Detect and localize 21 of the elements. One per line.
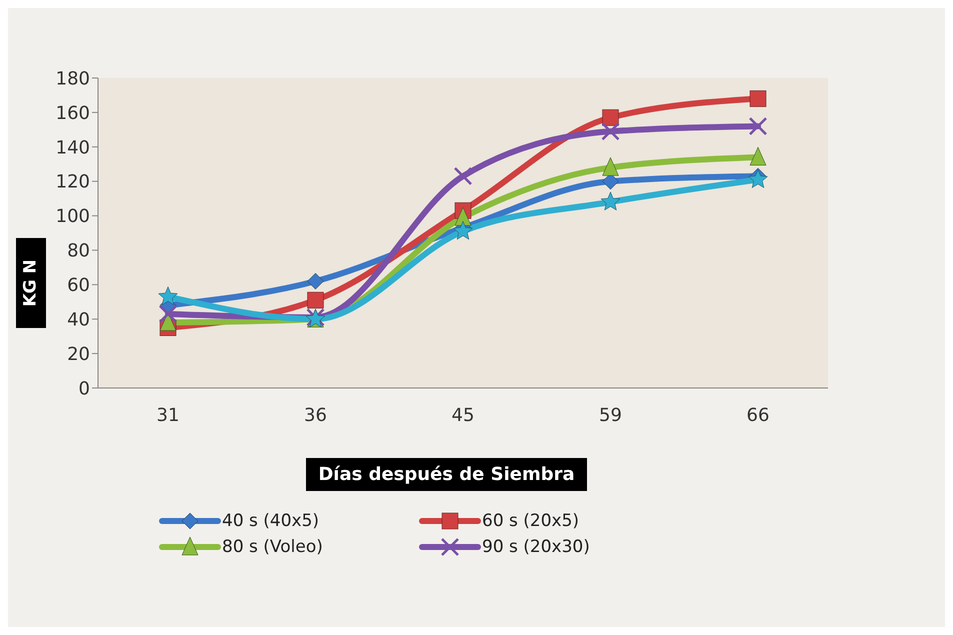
x-tick-label: 31 <box>156 404 180 426</box>
y-tick-label: 80 <box>67 240 90 262</box>
y-tick-label: 120 <box>56 172 90 193</box>
x-tick-label: 36 <box>304 404 327 426</box>
y-tick-label: 140 <box>56 137 90 158</box>
legend-label: 40 s (40x5) <box>222 511 320 531</box>
legend-label: 90 s (20x30) <box>482 537 590 557</box>
y-tick-label: 40 <box>67 310 90 330</box>
y-tick-label: 160 <box>56 102 90 124</box>
y-axis-title: KG N <box>21 259 41 307</box>
x-tick-label: 66 <box>746 404 770 426</box>
y-tick-label: 60 <box>67 275 90 296</box>
legend-label: 80 s (Voleo) <box>222 537 323 557</box>
y-tick-label: 100 <box>56 206 90 228</box>
x-axis-title: Días después de Siembra <box>306 458 587 491</box>
y-tick-label: 180 <box>56 68 90 90</box>
x-tick-label: 59 <box>599 404 622 426</box>
y-tick-label: 0 <box>78 378 90 400</box>
x-tick-label: 45 <box>452 404 474 426</box>
y-tick-label: 20 <box>67 344 90 365</box>
legend-label: 60 s (20x5) <box>482 511 580 531</box>
